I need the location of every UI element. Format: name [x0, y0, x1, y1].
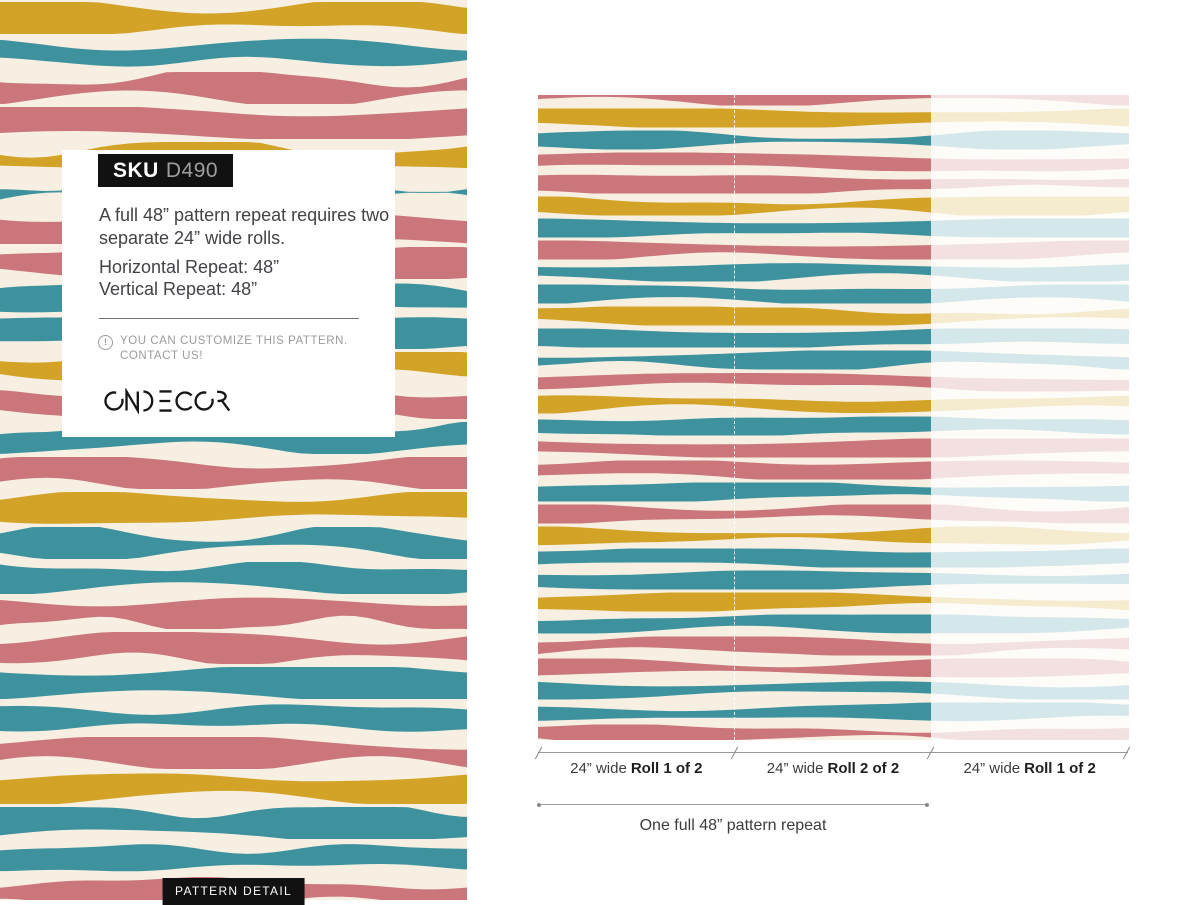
sku-info-card: SKU D490 A full 48” pattern repeat requir…	[62, 150, 395, 437]
roll-width-text: 24” wide	[570, 760, 627, 777]
roll-width-dimension-line	[534, 746, 1131, 760]
customize-note: ! YOU CAN CUSTOMIZE THIS PATTERN. CONTAC…	[98, 334, 348, 364]
dimension-endpoint	[925, 802, 929, 807]
dimension-tick	[730, 746, 739, 760]
full-repeat-dimension-line	[537, 802, 929, 807]
roll-width-text: 24” wide	[963, 760, 1021, 777]
next-repeat-faded-overlay	[931, 95, 1129, 740]
sku-value: D490	[165, 159, 219, 182]
horizontal-repeat: Horizontal Repeat: 48”	[99, 257, 280, 277]
pattern-detail-tag: PATTERN DETAIL	[162, 878, 305, 905]
ondecor-logo-icon	[104, 388, 231, 414]
roll-label-1: 24” wide Roll 1 of 2	[538, 760, 735, 777]
full-repeat-label: One full 48” pattern repeat	[639, 817, 827, 834]
roll-width-text: 24” wide	[766, 760, 824, 777]
repeat-description: A full 48” pattern repeat requires two s…	[99, 205, 390, 248]
wallpaper-pattern-large	[0, 0, 467, 900]
roll-label-2: 24” wide Roll 2 of 2	[735, 760, 932, 777]
roll-number-text: Roll 1 of 2	[630, 760, 703, 777]
info-icon: !	[98, 335, 113, 350]
roll-seam-dashed-line	[734, 95, 735, 740]
brand-logo: ONDECOR	[99, 388, 239, 414]
dimension-tick	[1122, 746, 1131, 760]
sku-badge: SKU D490	[98, 154, 234, 187]
customize-note-text: YOU CAN CUSTOMIZE THIS PATTERN. CONTACT …	[120, 335, 348, 362]
roll-labels-row: 24” wide Roll 1 of 2 24” wide Roll 2 of 2 …	[538, 760, 1128, 777]
dimension-endpoint	[537, 802, 541, 807]
pattern-detail-panel: SKU D490 A full 48” pattern repeat requir…	[0, 0, 467, 905]
vertical-repeat: Vertical Repeat: 48”	[99, 279, 258, 299]
roll-label-3: 24” wide Roll 1 of 2	[931, 760, 1128, 777]
roll-number-text: Roll 2 of 2	[827, 760, 900, 777]
dimension-tick	[926, 746, 935, 760]
sku-label: SKU	[113, 159, 159, 182]
repeat-specs: Horizontal Repeat: 48” Vertical Repeat: …	[99, 256, 279, 300]
dimension-tick	[534, 746, 543, 760]
card-divider	[99, 318, 359, 319]
roll-number-text: Roll 1 of 2	[1024, 760, 1096, 777]
roll-layout-visual	[538, 95, 1129, 740]
